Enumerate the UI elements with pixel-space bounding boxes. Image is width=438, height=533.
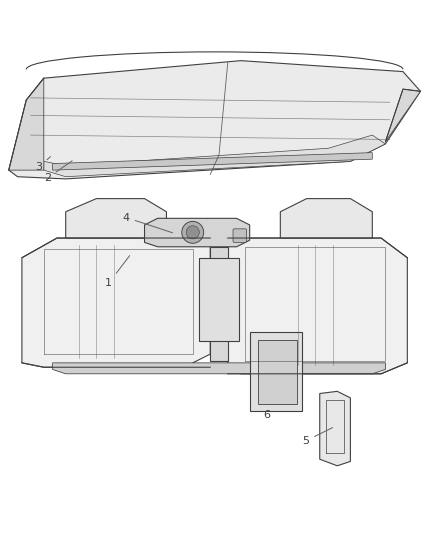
Circle shape [182, 221, 204, 243]
Polygon shape [44, 135, 385, 177]
Polygon shape [145, 219, 250, 247]
Polygon shape [53, 152, 372, 170]
Polygon shape [66, 199, 166, 238]
FancyBboxPatch shape [199, 258, 239, 341]
Polygon shape [385, 89, 420, 142]
FancyBboxPatch shape [250, 332, 302, 411]
Polygon shape [9, 61, 420, 179]
Polygon shape [228, 238, 407, 374]
Text: 3: 3 [35, 157, 50, 172]
Polygon shape [53, 363, 385, 374]
Text: 4: 4 [123, 213, 173, 233]
Circle shape [186, 226, 199, 239]
Text: 5: 5 [302, 427, 332, 446]
Polygon shape [320, 391, 350, 466]
FancyBboxPatch shape [233, 229, 247, 243]
Text: 6: 6 [263, 405, 274, 419]
Polygon shape [22, 238, 210, 367]
Polygon shape [9, 78, 44, 170]
Text: 1: 1 [105, 255, 130, 288]
Text: 2: 2 [44, 161, 72, 183]
Polygon shape [280, 199, 372, 238]
FancyBboxPatch shape [258, 340, 297, 404]
Polygon shape [210, 247, 228, 361]
